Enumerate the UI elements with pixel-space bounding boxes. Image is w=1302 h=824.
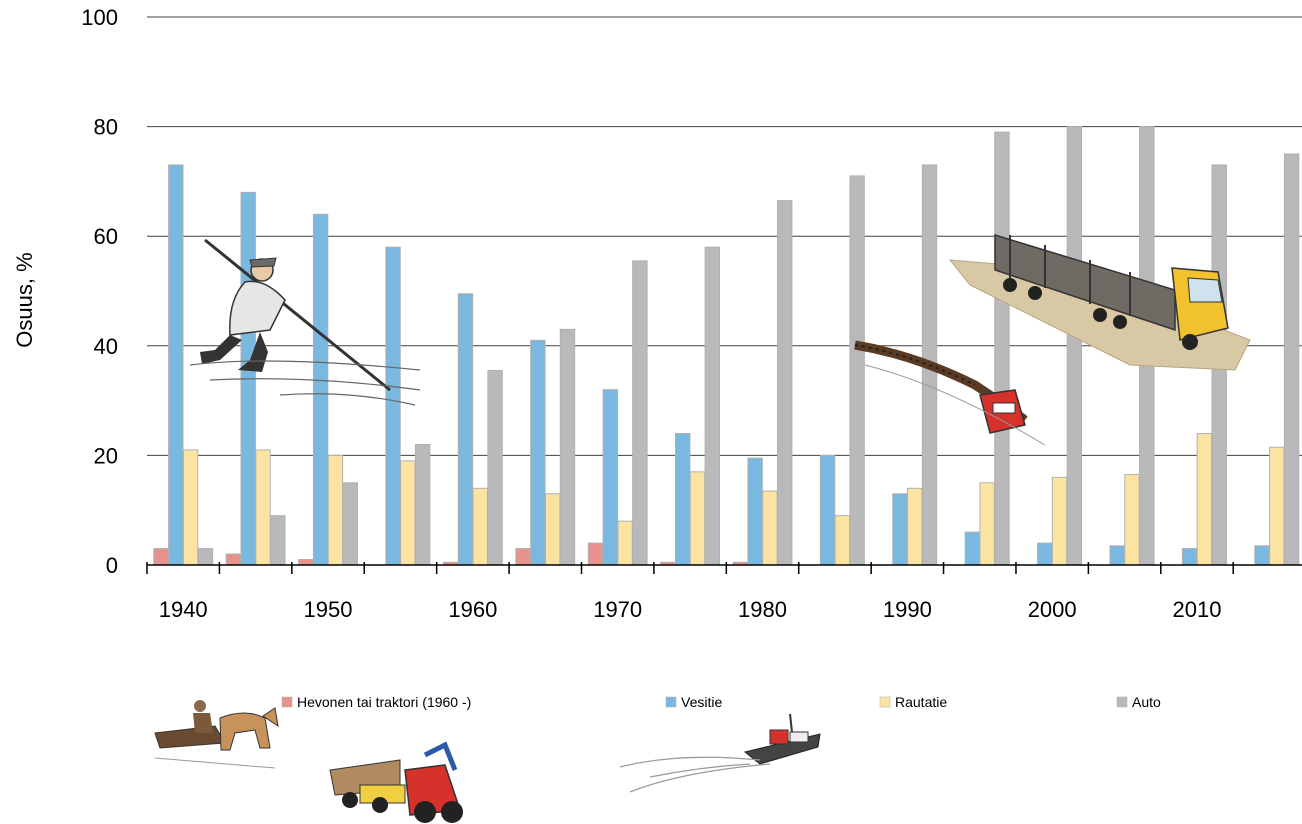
y-tick-label: 80 (94, 115, 118, 140)
x-tick-label: 2010 (1173, 597, 1222, 622)
tugboat-icon (619, 713, 821, 793)
bar (342, 482, 358, 566)
bar (689, 471, 706, 566)
bar (587, 542, 604, 566)
y-tick-label: 0 (106, 553, 118, 578)
bar (182, 449, 199, 566)
bar (530, 339, 546, 566)
bar (892, 493, 908, 566)
legend-label: Hevonen tai traktori (1960 -) (297, 694, 471, 710)
bar (1254, 545, 1270, 566)
bar (1269, 446, 1285, 566)
x-tick-label: 2000 (1028, 597, 1077, 622)
bar (777, 200, 793, 566)
bar (153, 548, 169, 566)
timber-train-icon (854, 340, 1046, 446)
y-tick-label: 20 (94, 443, 118, 468)
bar (1124, 474, 1140, 566)
bar (747, 457, 763, 566)
bar (1066, 126, 1083, 566)
x-tick-label: 1970 (593, 597, 642, 622)
x-tick-label: 1990 (883, 597, 932, 622)
bars (153, 126, 1300, 566)
y-axis-title: Osuus, % (12, 252, 37, 347)
legend-swatch (879, 696, 891, 708)
bar (414, 443, 431, 566)
bar (617, 520, 633, 566)
x-tick-label: 1960 (448, 597, 497, 622)
legend-label: Rautatie (895, 694, 947, 710)
bar (602, 389, 618, 566)
bar (849, 175, 865, 566)
y-tick-label: 100 (81, 5, 118, 30)
legend-label: Auto (1132, 694, 1161, 710)
bar (472, 487, 488, 566)
bar (834, 515, 851, 566)
bar (544, 493, 561, 566)
bar (457, 293, 474, 566)
bar (487, 369, 503, 566)
bar (964, 531, 981, 566)
bar (1109, 545, 1125, 566)
x-tick-label: 1950 (304, 597, 353, 622)
bar (1196, 432, 1213, 566)
legend-label: Vesitie (681, 694, 722, 710)
legend-swatch (665, 696, 677, 708)
x-tick-label: 1980 (738, 597, 787, 622)
bar (385, 246, 401, 566)
bar (675, 432, 691, 566)
bar (197, 548, 214, 566)
x-tick-labels: 1940 1950 1960 1970 1980 1990 2000 2010 (159, 597, 1222, 622)
timber-truck-icon (948, 233, 1251, 371)
bar (400, 460, 416, 566)
bar (559, 328, 576, 566)
bar (994, 131, 1010, 566)
bar (312, 213, 329, 566)
bar (704, 246, 721, 566)
bar (632, 260, 648, 566)
bar (979, 482, 995, 566)
forwarder-tractor-icon (329, 741, 463, 823)
bar (819, 454, 836, 566)
bar (1181, 548, 1198, 566)
x-tick-label: 1940 (159, 597, 208, 622)
bar (225, 553, 242, 566)
y-tick-label: 60 (94, 224, 118, 249)
bar (515, 548, 531, 566)
bar (298, 559, 314, 566)
y-tick-labels: 0 20 40 60 80 100 (81, 5, 118, 578)
x-axis (146, 562, 1302, 574)
bar (255, 449, 271, 566)
legend-swatch (1116, 696, 1128, 708)
bar (1037, 542, 1053, 566)
y-tick-label: 40 (94, 334, 118, 359)
bar (1051, 476, 1068, 566)
log-driver-icon (189, 238, 421, 406)
bar (168, 164, 184, 566)
bar (907, 487, 923, 566)
bar (270, 515, 286, 566)
horse-sled-icon (154, 700, 279, 769)
legend-swatch (281, 696, 293, 708)
bar (327, 454, 344, 566)
bar (762, 490, 778, 566)
legend: Hevonen tai traktori (1960 -) Vesitie Raut… (281, 694, 1161, 710)
bar (1283, 153, 1300, 566)
